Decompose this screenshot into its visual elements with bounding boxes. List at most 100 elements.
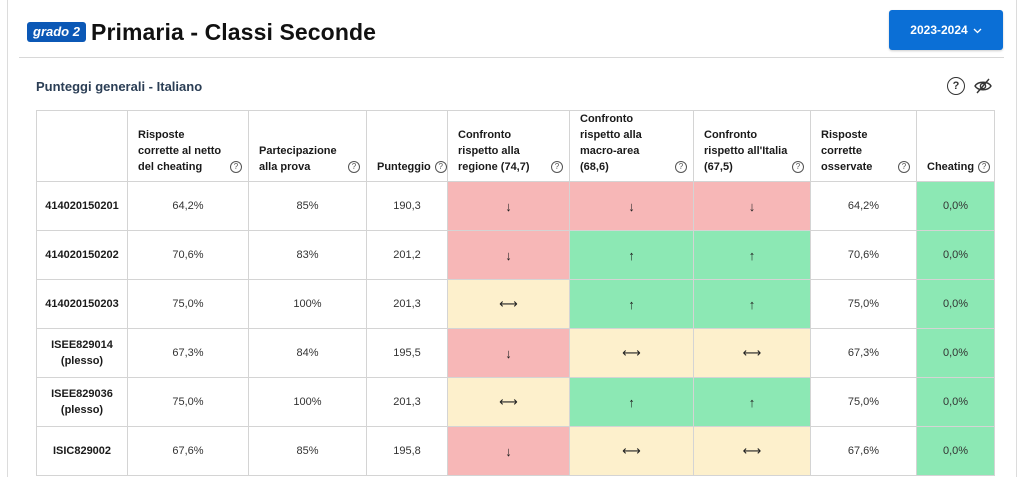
column-header-label: Cheating [927, 161, 975, 173]
cell-netto: 75,0% [127, 377, 249, 427]
cell-osservate: 67,6% [810, 426, 917, 476]
cell-cheating: 0,0% [916, 328, 995, 378]
column-header-label: Confronto rispetto alla regione (74,7) [458, 129, 530, 173]
cell-cheating: 0,0% [916, 426, 995, 476]
comparison-cell-macro: ↑ [569, 279, 694, 329]
question-circle-icon[interactable]: ? [348, 161, 360, 173]
column-header-0 [36, 110, 128, 182]
trend-arrow-icon: ↑ [748, 296, 756, 312]
column-header-7: Risposte corrette osservate? [810, 110, 917, 182]
column-header-label: Risposte corrette al netto del cheating [138, 129, 222, 173]
trend-arrow-icon: ⟷ [742, 443, 762, 458]
trend-arrow-icon: ↑ [628, 394, 635, 410]
trend-arrow-icon: ↓ [505, 345, 512, 361]
column-header-1: Risposte corrette al netto del cheating? [127, 110, 249, 182]
question-circle-icon[interactable]: ? [230, 161, 242, 173]
table-row: ISEE829036 (plesso) 75,0% 100% 201,3 ⟷ ↑ ↑ 75,0… [36, 377, 995, 427]
year-select-label: 2023-2024 [910, 23, 968, 37]
table-row: ISIC829002 67,6% 85% 195,8 ↓ ⟷ ⟷ 67,6% 0,0% [36, 426, 995, 476]
table-row: 414020150203 75,0% 100% 201,3 ⟷ ↑ ↑ 75,0% 0,0% [36, 279, 995, 329]
cell-cheating: 0,0% [916, 377, 995, 427]
column-header-6: Confronto rispetto all'Italia (67,5)? [693, 110, 811, 182]
comparison-cell-italia: ↑ [693, 230, 811, 280]
trend-arrow-icon: ↑ [748, 394, 756, 410]
cell-netto: 70,6% [127, 230, 249, 280]
trend-arrow-icon: ⟷ [622, 345, 641, 360]
eye-slash-icon[interactable] [973, 77, 993, 95]
comparison-cell-regione: ↓ [447, 181, 570, 231]
trend-arrow-icon: ⟷ [622, 443, 641, 458]
cell-punteggio: 195,5 [366, 328, 448, 378]
column-header-label: Punteggio [377, 161, 431, 173]
cell-osservate: 70,6% [810, 230, 917, 280]
row-class-code: 414020150202 [36, 230, 128, 280]
comparison-cell-italia: ⟷ [693, 426, 811, 476]
table-row: ISEE829014 (plesso) 67,3% 84% 195,5 ↓ ⟷ ⟷ 67,3%… [36, 328, 995, 378]
section-title: Punteggi generali - Italiano [36, 79, 203, 94]
comparison-cell-regione: ↓ [447, 230, 570, 280]
comparison-cell-macro: ↑ [569, 230, 694, 280]
cell-osservate: 67,3% [810, 328, 917, 378]
question-circle-icon[interactable]: ? [898, 161, 910, 173]
cell-punteggio: 201,3 [366, 279, 448, 329]
comparison-cell-regione: ↓ [447, 426, 570, 476]
cell-netto: 64,2% [127, 181, 249, 231]
comparison-cell-regione: ⟷ [447, 279, 570, 329]
column-header-label: Confronto rispetto alla macro-area (68,6… [580, 113, 642, 173]
page-header: grado 2 Primaria - Classi Seconde 2023-2… [19, 10, 1004, 58]
cell-cheating: 0,0% [916, 279, 995, 329]
column-header-4: Confronto rispetto alla regione (74,7)? [447, 110, 570, 182]
trend-arrow-icon: ↓ [628, 198, 635, 214]
comparison-cell-italia: ↑ [693, 377, 811, 427]
cell-partecipazione: 100% [248, 279, 367, 329]
question-circle-icon[interactable]: ? [792, 161, 804, 173]
comparison-cell-macro: ↑ [569, 377, 694, 427]
help-icon[interactable]: ? [947, 77, 965, 95]
cell-netto: 67,3% [127, 328, 249, 378]
comparison-cell-regione: ↓ [447, 328, 570, 378]
page-frame [7, 0, 1017, 477]
table-row: 414020150202 70,6% 83% 201,2 ↓ ↑ ↑ 70,6% 0,0% [36, 230, 995, 280]
trend-arrow-icon: ⟷ [742, 345, 762, 360]
cell-netto: 75,0% [127, 279, 249, 329]
comparison-cell-italia: ↑ [693, 279, 811, 329]
comparison-cell-macro: ⟷ [569, 328, 694, 378]
cell-partecipazione: 85% [248, 181, 367, 231]
column-header-2: Partecipazione alla prova? [248, 110, 367, 182]
trend-arrow-icon: ↓ [505, 198, 512, 214]
cell-osservate: 64,2% [810, 181, 917, 231]
trend-arrow-icon: ⟷ [499, 394, 518, 409]
cell-cheating: 0,0% [916, 230, 995, 280]
comparison-cell-macro: ↓ [569, 181, 694, 231]
trend-arrow-icon: ↑ [628, 296, 635, 312]
comparison-cell-regione: ⟷ [447, 377, 570, 427]
row-class-code: ISEE829036 (plesso) [36, 377, 128, 427]
column-header-3: Punteggio? [366, 110, 448, 182]
grade-badge: grado 2 [27, 22, 86, 42]
trend-arrow-icon: ↓ [505, 247, 512, 263]
scores-table: Risposte corrette al netto del cheating?… [36, 110, 995, 476]
trend-arrow-icon: ↓ [748, 198, 756, 214]
column-header-8: Cheating? [916, 110, 995, 182]
section-tools: ? [947, 77, 993, 95]
table-body: 414020150201 64,2% 85% 190,3 ↓ ↓ ↓ 64,2% 0,0% 414… [36, 181, 995, 476]
row-class-code: 414020150201 [36, 181, 128, 231]
page-title: Primaria - Classi Seconde [91, 19, 377, 45]
cell-partecipazione: 84% [248, 328, 367, 378]
row-class-code: ISIC829002 [36, 426, 128, 476]
trend-arrow-icon: ↓ [505, 443, 512, 459]
question-circle-icon[interactable]: ? [434, 161, 447, 173]
question-circle-icon[interactable]: ? [978, 161, 991, 173]
question-circle-icon[interactable]: ? [675, 161, 687, 173]
comparison-cell-italia: ↓ [693, 181, 811, 231]
row-class-code: 414020150203 [36, 279, 128, 329]
column-header-5: Confronto rispetto alla macro-area (68,6… [569, 110, 694, 182]
column-header-label: Risposte corrette osservate [821, 129, 873, 173]
table-header-row: Risposte corrette al netto del cheating?… [36, 110, 995, 182]
comparison-cell-italia: ⟷ [693, 328, 811, 378]
cell-osservate: 75,0% [810, 377, 917, 427]
year-select-button[interactable]: 2023-2024 [889, 10, 1003, 50]
cell-netto: 67,6% [127, 426, 249, 476]
cell-punteggio: 201,2 [366, 230, 448, 280]
question-circle-icon[interactable]: ? [551, 161, 563, 173]
